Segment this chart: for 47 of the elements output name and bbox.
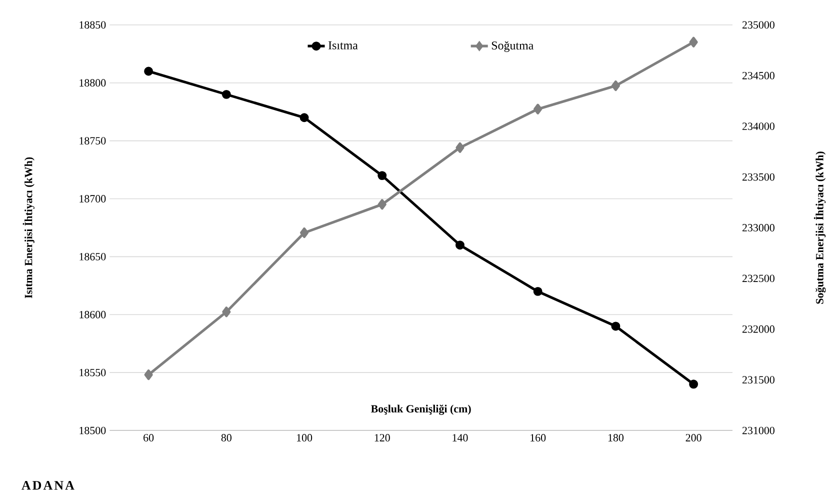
- y2-tick-label: 231500: [742, 376, 774, 384]
- y-tick-label: 18700: [80, 194, 106, 202]
- y-tick-label: 18750: [80, 136, 106, 144]
- y2-tick-label: 235000: [742, 21, 774, 28]
- x-tick-label: 80: [221, 434, 232, 442]
- legend-label: Soğutma: [492, 41, 534, 52]
- point: [378, 170, 387, 180]
- y-axis-title: Isıtma Enerjisi İhtiyacı (kWh): [22, 157, 34, 298]
- y2-tick-label: 232500: [742, 274, 774, 282]
- y-tick-label: 18800: [80, 79, 106, 86]
- point: [533, 286, 542, 296]
- x-tick-label: 140: [452, 434, 468, 442]
- x-tick-label: 60: [144, 434, 154, 442]
- point: [611, 322, 620, 331]
- y2-axis-title: Soğutma Enerjisi İhtiyacı (kWh): [814, 151, 826, 304]
- point: [378, 198, 386, 210]
- y-tick-label: 18850: [80, 21, 106, 28]
- y2-tick-label: 233000: [742, 224, 774, 232]
- point: [300, 227, 309, 238]
- y-tick-label: 18600: [80, 310, 106, 318]
- x-axis-title: Boşluk Genişliği (cm): [370, 404, 471, 415]
- point: [689, 380, 698, 389]
- point: [300, 113, 309, 122]
- point: [534, 104, 542, 114]
- point: [222, 306, 231, 318]
- y2-tick-label: 234000: [742, 122, 774, 130]
- text: ADANA: [22, 480, 74, 490]
- y-tick-label: 18550: [80, 368, 106, 376]
- point: [144, 66, 154, 76]
- point: [222, 90, 231, 99]
- x-tick-label: 120: [374, 434, 390, 442]
- y2-tick-label: 232000: [742, 325, 774, 333]
- x-tick-label: 160: [530, 434, 546, 442]
- point: [689, 36, 698, 48]
- point: [456, 142, 464, 153]
- legend-label: Isıtma: [328, 41, 358, 50]
- y-tick-label: 18650: [80, 252, 106, 260]
- y-tick-label: 18500: [80, 426, 106, 434]
- point: [144, 369, 153, 380]
- point: [456, 240, 464, 250]
- x-tick-label: 180: [608, 434, 624, 442]
- y2-tick-label: 233500: [742, 173, 774, 181]
- point: [611, 80, 620, 91]
- x-tick-label: 200: [686, 434, 702, 442]
- y2-tick-label: 231000: [742, 426, 774, 434]
- y2-tick-label: 234500: [742, 72, 774, 80]
- x-tick-label: 100: [297, 434, 312, 442]
